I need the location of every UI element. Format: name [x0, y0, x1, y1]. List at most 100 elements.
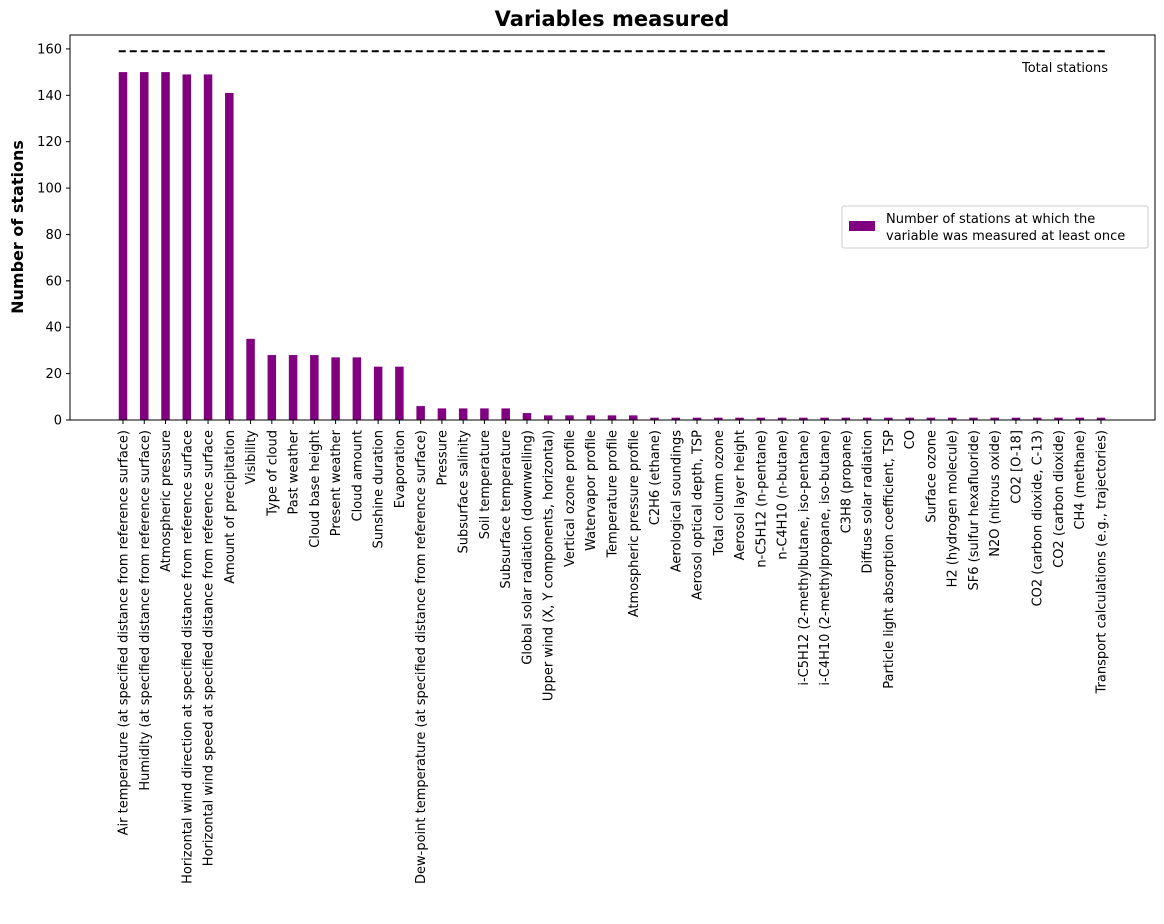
y-tick-label: 20 [45, 367, 62, 382]
bar [543, 415, 553, 420]
x-tick-label: Atmospheric pressure profile [627, 430, 642, 617]
x-tick-label: Atmospheric pressure [159, 430, 174, 572]
bar [310, 355, 319, 420]
x-tick-label: CO2 (carbon dioxide, C-13) [1031, 430, 1046, 606]
x-tick-label: Present weather [329, 429, 344, 536]
bar [480, 408, 489, 420]
bar [586, 415, 595, 420]
bar [373, 366, 383, 420]
bar [140, 72, 149, 421]
y-tick-label: 100 [37, 182, 62, 197]
x-tick-label: Visibility [244, 430, 259, 485]
x-tick-label: Global solar radiation (downwelling) [520, 430, 535, 665]
x-tick-label: Pressure [435, 430, 450, 486]
legend-label-line-1: Number of stations at which the [886, 212, 1095, 227]
x-tick-label: CO2 (carbon dioxide) [1052, 430, 1067, 568]
x-tick-label: Particle light absorption coefficient, T… [882, 430, 897, 689]
bar [1096, 417, 1106, 420]
x-tick-label: CH4 (methane) [1073, 430, 1088, 530]
bar [395, 366, 404, 420]
y-tick-label: 60 [45, 274, 62, 289]
bar [692, 417, 702, 420]
x-tick-label: Surface ozone [924, 430, 939, 523]
x-tick-label: i-C4H10 (2-methylpropane, iso-butane) [818, 430, 833, 686]
reference-line-group: Total stations [118, 50, 1108, 76]
bar [1032, 417, 1042, 420]
x-tick-label: C3H8 (propane) [839, 430, 854, 533]
bar [799, 417, 808, 420]
bar [1054, 417, 1063, 420]
bar [1075, 417, 1084, 420]
x-tick-label: Past weather [287, 429, 302, 514]
x-tick-label: Evaporation [393, 430, 408, 508]
x-tick-label: Subsurface temperature [499, 430, 514, 589]
x-tick-label: CO [903, 430, 918, 449]
bar [288, 355, 298, 420]
chart-title: Variables measured [495, 7, 730, 31]
bar [862, 417, 872, 420]
x-tick-label: Vertical ozone profile [563, 430, 578, 567]
x-tick-label: Watervapor profile [584, 430, 599, 551]
x-tick-label: C2H6 (ethane) [648, 430, 663, 525]
x-tick-label: Aerosol optical depth, TSP [691, 430, 706, 600]
y-axis: 0 20 40 60 80 100 120 140 160 [37, 42, 70, 429]
x-axis: Air temperature (at specified distance f… [117, 420, 1110, 884]
y-tick-label: 120 [37, 135, 62, 150]
x-tick-label: i-C5H12 (2-methylbutane, iso-pentane) [797, 430, 812, 686]
bar [161, 72, 170, 421]
bar [458, 408, 468, 420]
x-tick-label: CO2 [O-18] [1009, 430, 1024, 504]
y-tick-label: 80 [45, 228, 62, 243]
x-tick-label: n-C4H10 (n-butane) [776, 430, 791, 560]
bar [629, 415, 638, 420]
legend: Number of stations at which the variable… [841, 205, 1149, 249]
x-tick-label: Aerosol layer height [733, 430, 748, 560]
bar [841, 417, 851, 420]
y-tick-label: 160 [37, 42, 62, 57]
x-tick-label: Total column ozone [712, 430, 727, 556]
x-tick-label: Soil temperature [478, 430, 493, 539]
bar [884, 417, 893, 420]
bar [182, 74, 192, 421]
bar [118, 72, 128, 421]
bar [947, 417, 957, 420]
bar [267, 355, 277, 420]
bar [352, 357, 362, 420]
bar [820, 417, 829, 420]
bar [714, 417, 723, 420]
bar [735, 417, 744, 420]
x-tick-label: Sunshine duration [372, 430, 387, 548]
x-tick-label: Temperature profile [606, 430, 621, 559]
bar [1011, 417, 1021, 420]
bar [650, 417, 659, 420]
bar [671, 417, 681, 420]
bar [777, 417, 787, 420]
bars-group [118, 72, 1106, 421]
x-tick-label: Upper wind (X, Y components, horizontal) [542, 430, 557, 701]
bar [416, 406, 425, 420]
x-tick-label: Subsurface salinity [457, 430, 472, 554]
x-tick-label: Type of cloud [265, 430, 280, 517]
bar [926, 417, 936, 420]
x-tick-label: Horizontal wind direction at specified d… [180, 430, 195, 884]
x-tick-label: Amount of precipitation [223, 430, 238, 584]
legend-label-line-2: variable was measured at least once [886, 229, 1125, 244]
y-axis-title: Number of stations [8, 140, 27, 314]
bar [203, 74, 213, 421]
bar [246, 338, 255, 420]
bar [990, 417, 999, 420]
y-tick-label: 0 [54, 414, 62, 429]
bar [607, 415, 617, 420]
legend-box [841, 205, 1149, 249]
x-tick-label: Dew-point temperature (at specified dist… [414, 430, 429, 884]
bar [565, 415, 574, 420]
x-tick-label: Horizontal wind speed at specified dista… [202, 430, 217, 866]
bar [905, 417, 914, 420]
x-tick-label: Cloud amount [350, 430, 365, 521]
x-tick-label: n-C5H12 (n-pentane) [754, 430, 769, 568]
x-tick-label: SF6 (sulfur hexafluoride) [967, 430, 982, 590]
x-tick-label: Humidity (at specified distance from ref… [138, 430, 153, 791]
bar [225, 92, 234, 420]
bar [756, 417, 766, 420]
